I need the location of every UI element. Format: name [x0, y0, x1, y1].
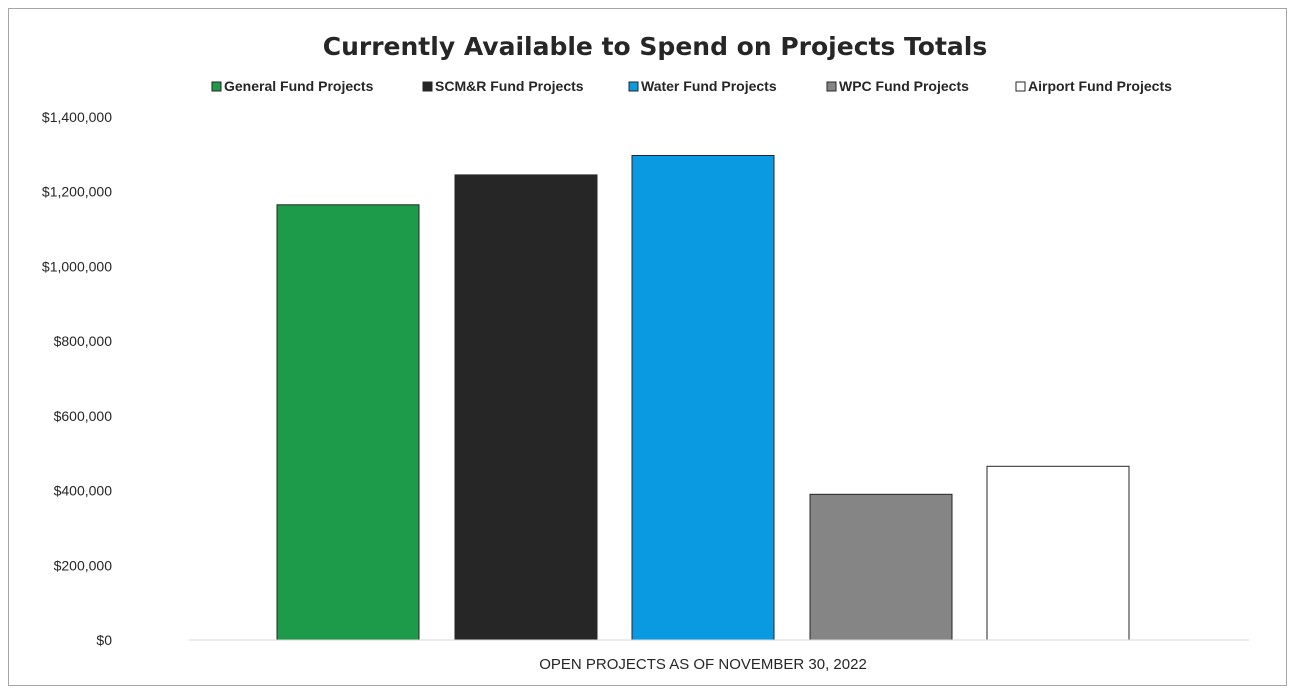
y-tick-label: $600,000 — [54, 408, 113, 424]
legend-item: Airport Fund Projects — [1015, 78, 1172, 94]
legend-swatch — [211, 81, 222, 92]
chart-canvas: Currently Available to Spend on Projects… — [42, 32, 1249, 673]
bar-wpc-fund-projects — [809, 493, 953, 641]
legend-swatch — [422, 81, 433, 92]
y-tick-label: $1,400,000 — [42, 109, 112, 125]
y-tick-label: $0 — [96, 632, 112, 648]
y-tick-label: $800,000 — [54, 333, 113, 349]
legend-item: WPC Fund Projects — [826, 78, 969, 94]
chart-title: Currently Available to Spend on Projects… — [323, 32, 987, 61]
y-tick-label: $1,200,000 — [42, 184, 112, 200]
x-axis-label: OPEN PROJECTS AS OF NOVEMBER 30, 2022 — [539, 656, 867, 673]
legend-swatch — [1015, 81, 1026, 92]
y-axis: $0 $200,000 $400,000 $600,000 $800,000 $1,000… — [42, 109, 112, 648]
y-tick-label: $1,000,000 — [42, 258, 112, 274]
y-tick-label: $400,000 — [54, 483, 113, 499]
bar-water-fund-projects — [631, 154, 775, 641]
legend-item: Water Fund Projects — [628, 78, 777, 94]
legend-label: SCM&R Fund Projects — [435, 78, 584, 94]
y-tick-label: $200,000 — [54, 557, 113, 573]
legend-item: SCM&R Fund Projects — [422, 78, 584, 94]
bar-scm-r-fund-projects — [454, 174, 598, 641]
legend-swatch — [826, 81, 837, 92]
legend-swatch — [628, 81, 639, 92]
chart-frame: Currently Available to Spend on Projects… — [8, 8, 1287, 686]
legend-label: General Fund Projects — [224, 78, 374, 94]
legend-label: WPC Fund Projects — [839, 78, 969, 94]
bar-group — [276, 154, 1130, 641]
bar-general-fund-projects — [276, 204, 420, 641]
bar-airport-fund-projects — [986, 465, 1130, 641]
chart-legend: General Fund Projects SCM&R Fund Projects… — [211, 78, 1172, 94]
legend-item: General Fund Projects — [211, 78, 374, 94]
legend-label: Water Fund Projects — [641, 78, 777, 94]
legend-label: Airport Fund Projects — [1028, 78, 1172, 94]
